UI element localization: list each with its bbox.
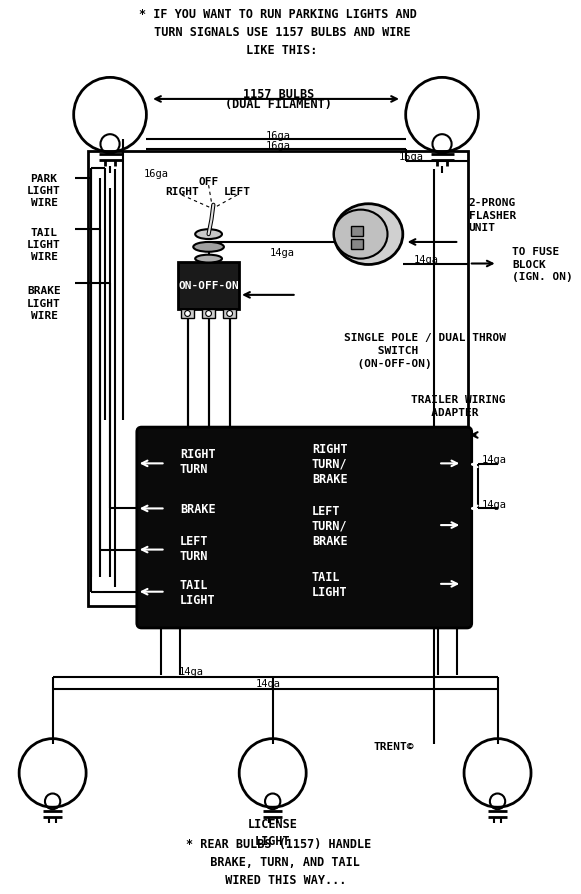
Text: 14ga: 14ga <box>413 254 438 265</box>
Ellipse shape <box>334 210 388 259</box>
Text: LICENSE
LIGHT: LICENSE LIGHT <box>248 817 297 848</box>
Text: TAIL
LIGHT
WIRE: TAIL LIGHT WIRE <box>27 227 61 262</box>
Text: RIGHT
TURN: RIGHT TURN <box>180 448 216 476</box>
Text: 14ga: 14ga <box>256 678 281 688</box>
Text: LEFT
TURN/
BRAKE: LEFT TURN/ BRAKE <box>312 504 347 547</box>
Text: LEFT
TURN: LEFT TURN <box>180 534 209 562</box>
Text: 14ga: 14ga <box>481 455 506 465</box>
Text: 1157 BULBS: 1157 BULBS <box>243 88 314 100</box>
Text: BRAKE: BRAKE <box>180 502 216 515</box>
Text: 14ga: 14ga <box>179 666 204 676</box>
Text: * IF YOU WANT TO RUN PARKING LIGHTS AND
 TURN SIGNALS USE 1157 BULBS AND WIRE
 L: * IF YOU WANT TO RUN PARKING LIGHTS AND … <box>139 8 417 57</box>
Text: LEFT: LEFT <box>224 187 251 197</box>
Circle shape <box>206 311 211 317</box>
Bar <box>181 309 194 319</box>
Text: 2-PRONG
FLASHER
UNIT: 2-PRONG FLASHER UNIT <box>469 198 516 232</box>
Text: 14ga: 14ga <box>481 499 506 509</box>
Text: 16ga: 16ga <box>266 141 291 151</box>
Text: 16ga: 16ga <box>144 169 168 179</box>
Text: BRAKE
LIGHT
WIRE: BRAKE LIGHT WIRE <box>27 286 61 321</box>
Bar <box>202 309 216 319</box>
FancyBboxPatch shape <box>137 427 472 628</box>
Bar <box>178 262 239 309</box>
Text: 14ga: 14ga <box>270 248 295 257</box>
Bar <box>223 309 236 319</box>
Ellipse shape <box>195 230 222 240</box>
Text: RIGHT: RIGHT <box>165 187 199 197</box>
Text: RIGHT
TURN/
BRAKE: RIGHT TURN/ BRAKE <box>312 443 347 485</box>
Text: SINGLE POLE / DUAL THROW
     SWITCH
  (ON-OFF-ON): SINGLE POLE / DUAL THROW SWITCH (ON-OFF-… <box>345 333 507 368</box>
Text: 16ga: 16ga <box>399 152 424 162</box>
Bar <box>351 240 363 249</box>
Text: TAIL
LIGHT: TAIL LIGHT <box>312 570 347 598</box>
Text: 16ga: 16ga <box>266 131 291 141</box>
Text: TRAILER WIRING
   ADAPTER: TRAILER WIRING ADAPTER <box>411 395 506 417</box>
Bar <box>351 227 363 237</box>
Text: (DUAL FILAMENT): (DUAL FILAMENT) <box>225 98 332 111</box>
Text: * REAR BULBS (1157) HANDLE
  BRAKE, TURN, AND TAIL
  WIRED THIS WAY...: * REAR BULBS (1157) HANDLE BRAKE, TURN, … <box>186 837 371 886</box>
Text: OFF: OFF <box>199 177 218 187</box>
Bar <box>88 152 468 607</box>
Text: TO FUSE
BLOCK
(IGN. ON): TO FUSE BLOCK (IGN. ON) <box>512 247 573 282</box>
Ellipse shape <box>195 256 222 263</box>
Ellipse shape <box>193 242 224 252</box>
Text: TAIL
LIGHT: TAIL LIGHT <box>180 578 216 606</box>
Circle shape <box>227 311 232 317</box>
Circle shape <box>185 311 191 317</box>
Text: ON-OFF-ON: ON-OFF-ON <box>178 281 239 291</box>
Text: TRENT©: TRENT© <box>373 740 414 751</box>
Text: PARK
LIGHT
WIRE: PARK LIGHT WIRE <box>27 173 61 208</box>
Ellipse shape <box>334 205 403 266</box>
